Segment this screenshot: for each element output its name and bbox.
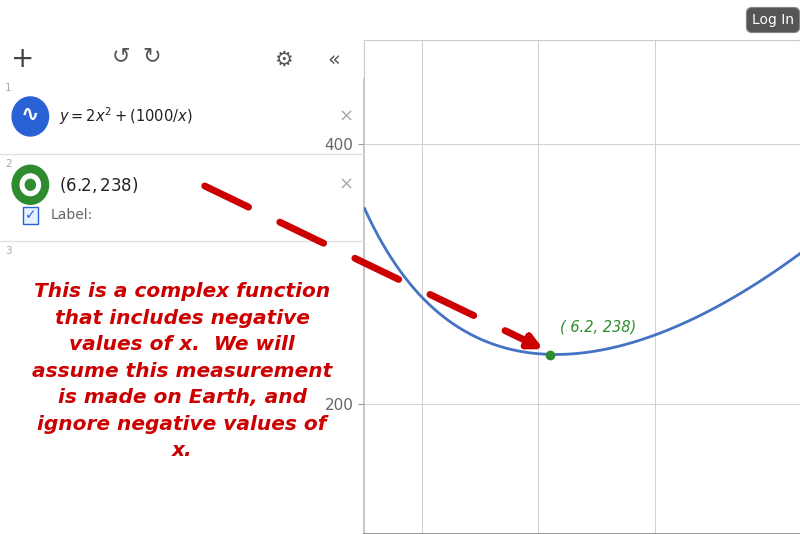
Circle shape <box>12 97 49 136</box>
Text: +: + <box>10 45 34 73</box>
Text: 2: 2 <box>5 159 12 169</box>
Circle shape <box>12 165 49 205</box>
Text: Label:: Label: <box>50 208 93 222</box>
Text: ×: × <box>338 176 354 194</box>
Text: $( 6.2, 238)$: $( 6.2, 238)$ <box>58 175 138 195</box>
Text: ≡: ≡ <box>14 10 31 30</box>
Circle shape <box>20 174 41 195</box>
Circle shape <box>26 179 35 190</box>
Text: ×: × <box>338 107 354 125</box>
Text: ( 6.2, 238): ( 6.2, 238) <box>561 319 637 334</box>
Text: desmos: desmos <box>345 6 455 34</box>
Text: 1: 1 <box>5 83 12 93</box>
Text: «: « <box>327 49 340 69</box>
Text: ↺: ↺ <box>112 46 130 66</box>
Text: Untitled Graph: Untitled Graph <box>38 11 160 29</box>
Text: ∿: ∿ <box>21 105 40 125</box>
Text: ↻: ↻ <box>142 46 161 66</box>
Text: 3: 3 <box>5 246 12 255</box>
Text: Log In: Log In <box>752 13 794 27</box>
Text: ⚙: ⚙ <box>274 49 293 69</box>
Text: This is a complex function
that includes negative
values of x.  We will
assume t: This is a complex function that includes… <box>32 282 332 460</box>
Text: $y = 2x^2 + (1000/x)$: $y = 2x^2 + (1000/x)$ <box>58 106 192 127</box>
Text: ✓: ✓ <box>25 208 36 222</box>
